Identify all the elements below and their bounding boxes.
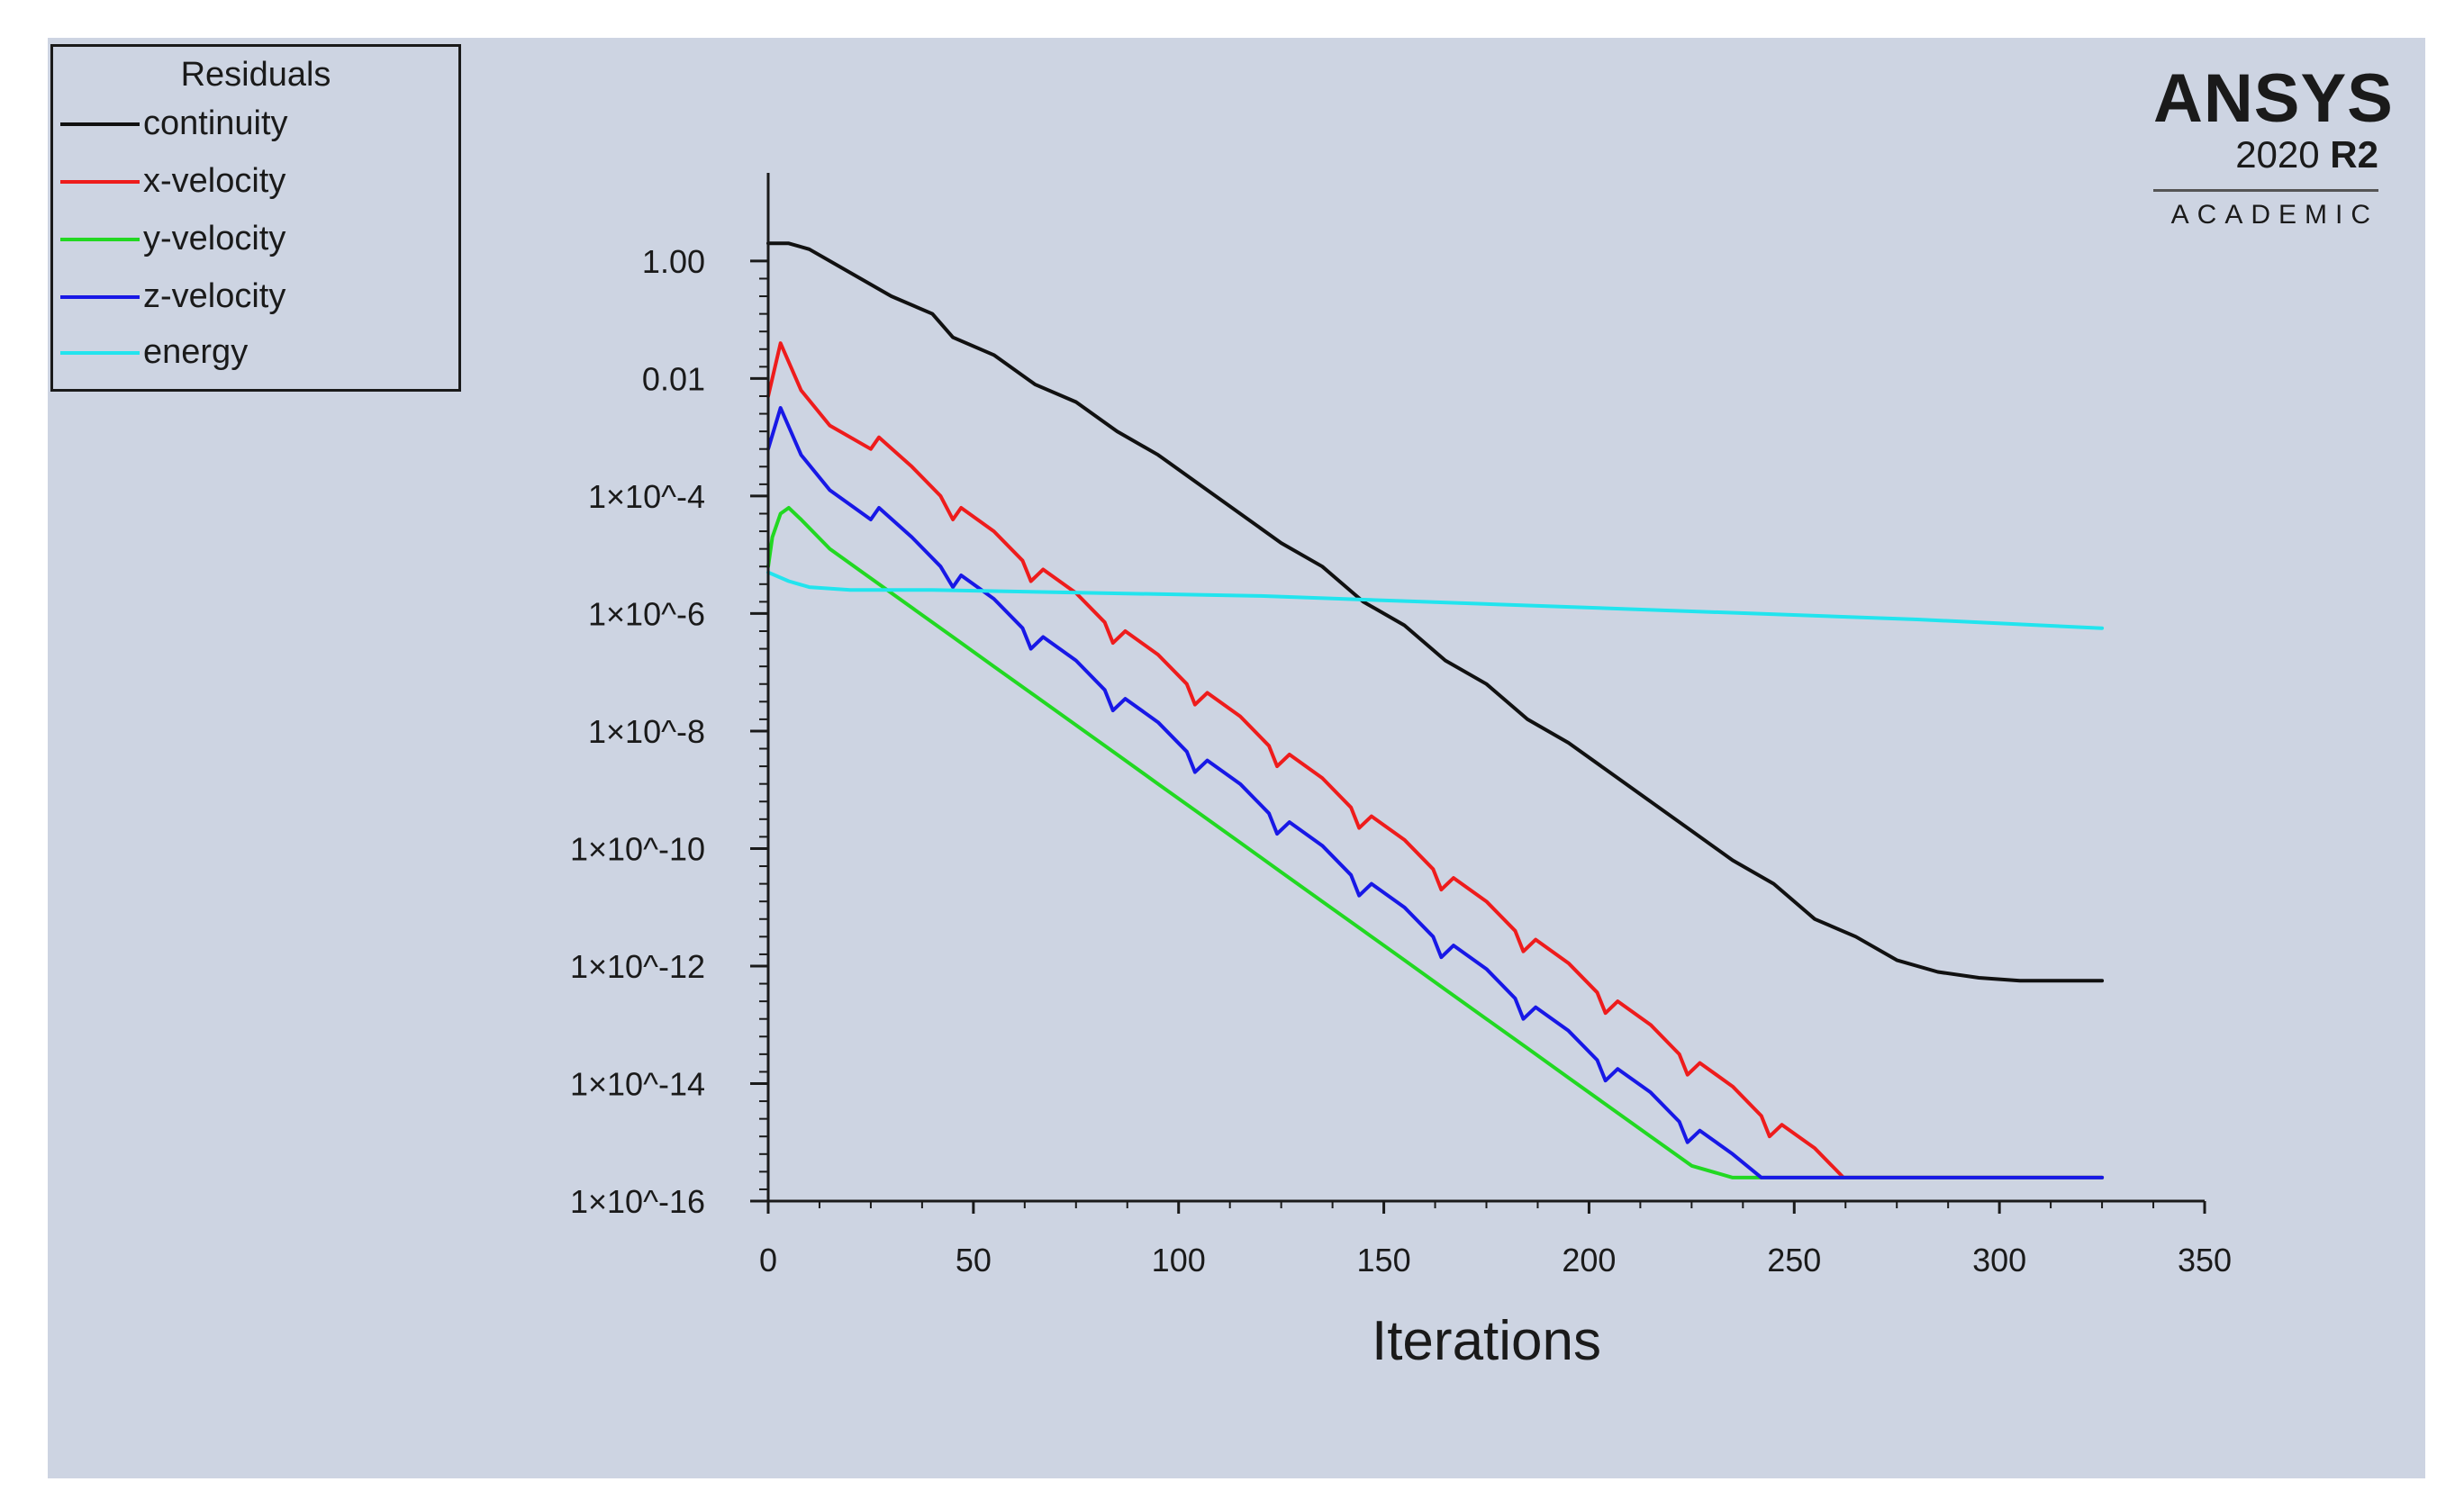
- legend-swatch-energy: [60, 351, 140, 355]
- x-tick-label: 100: [1152, 1242, 1206, 1279]
- legend-item-energy: energy: [53, 330, 458, 375]
- legend-swatch-y-velocity: [60, 238, 140, 241]
- x-tick-label: 0: [759, 1242, 777, 1279]
- logo-edition: ACADEMIC: [2170, 200, 2378, 230]
- x-axis-title: Iterations: [1372, 1310, 1601, 1372]
- legend-item-x-velocity: x-velocity: [53, 158, 458, 203]
- logo-divider: [2153, 189, 2378, 192]
- legend-label-z-velocity: z-velocity: [143, 277, 286, 315]
- legend-swatch-z-velocity: [60, 295, 140, 299]
- series-layer: [766, 241, 2105, 1179]
- ansys-logo: ANSYS 2020 R2 ACADEMIC: [2153, 60, 2394, 231]
- y-tick-label: 1×10^-4: [588, 478, 705, 515]
- series-line-z-velocity: [766, 406, 2105, 1179]
- logo-release: R2: [2330, 133, 2378, 176]
- x-tick-label: 150: [1357, 1242, 1411, 1279]
- legend-item-z-velocity: z-velocity: [53, 274, 458, 319]
- plot-panel: 1.00 0.01 1×10^-4 1×10^-6 1×10^-8 1×10^-10 1×1…: [48, 38, 2425, 1478]
- series-line-continuity: [766, 241, 2105, 983]
- x-tick-label: 200: [1562, 1242, 1616, 1279]
- legend-label-x-velocity: x-velocity: [143, 162, 286, 200]
- series-line-x-velocity: [766, 341, 2105, 1179]
- legend-item-continuity: continuity: [53, 101, 458, 146]
- legend-label-y-velocity: y-velocity: [143, 220, 286, 258]
- y-tick-label: 1×10^-16: [570, 1183, 705, 1220]
- y-tick-label: 1×10^-8: [588, 713, 705, 750]
- legend-title: Residuals: [180, 56, 331, 94]
- legend-label-continuity: continuity: [143, 104, 288, 142]
- logo-brand: ANSYS: [2153, 60, 2394, 137]
- x-tick-label: 350: [2178, 1242, 2232, 1279]
- legend-swatch-continuity: [60, 122, 140, 126]
- y-tick-label: 1×10^-10: [570, 830, 705, 867]
- legend: Residuals continuity x-velocity y-veloci…: [50, 44, 461, 392]
- x-tick-label: 300: [1972, 1242, 2026, 1279]
- axes-layer: 1.00 0.01 1×10^-4 1×10^-6 1×10^-8 1×10^-10 1×1…: [570, 173, 2232, 1279]
- legend-label-energy: energy: [143, 333, 249, 371]
- x-tick-label: 50: [956, 1242, 992, 1279]
- legend-swatch-x-velocity: [60, 180, 140, 184]
- series-line-energy: [766, 570, 2105, 630]
- x-tick-label: 250: [1767, 1242, 1821, 1279]
- logo-version: 2020 R2: [2153, 133, 2378, 176]
- y-tick-label: 1×10^-12: [570, 948, 705, 985]
- y-tick-label: 1×10^-6: [588, 595, 705, 632]
- legend-item-y-velocity: y-velocity: [53, 216, 458, 261]
- y-tick-label: 0.01: [642, 360, 705, 397]
- logo-year: 2020: [2235, 133, 2320, 176]
- y-tick-label: 1×10^-14: [570, 1065, 705, 1102]
- y-tick-label: 1.00: [642, 243, 705, 280]
- residuals-chart: 1.00 0.01 1×10^-4 1×10^-6 1×10^-8 1×10^-10 1×1…: [570, 173, 2232, 1372]
- series-line-y-velocity: [766, 506, 2105, 1179]
